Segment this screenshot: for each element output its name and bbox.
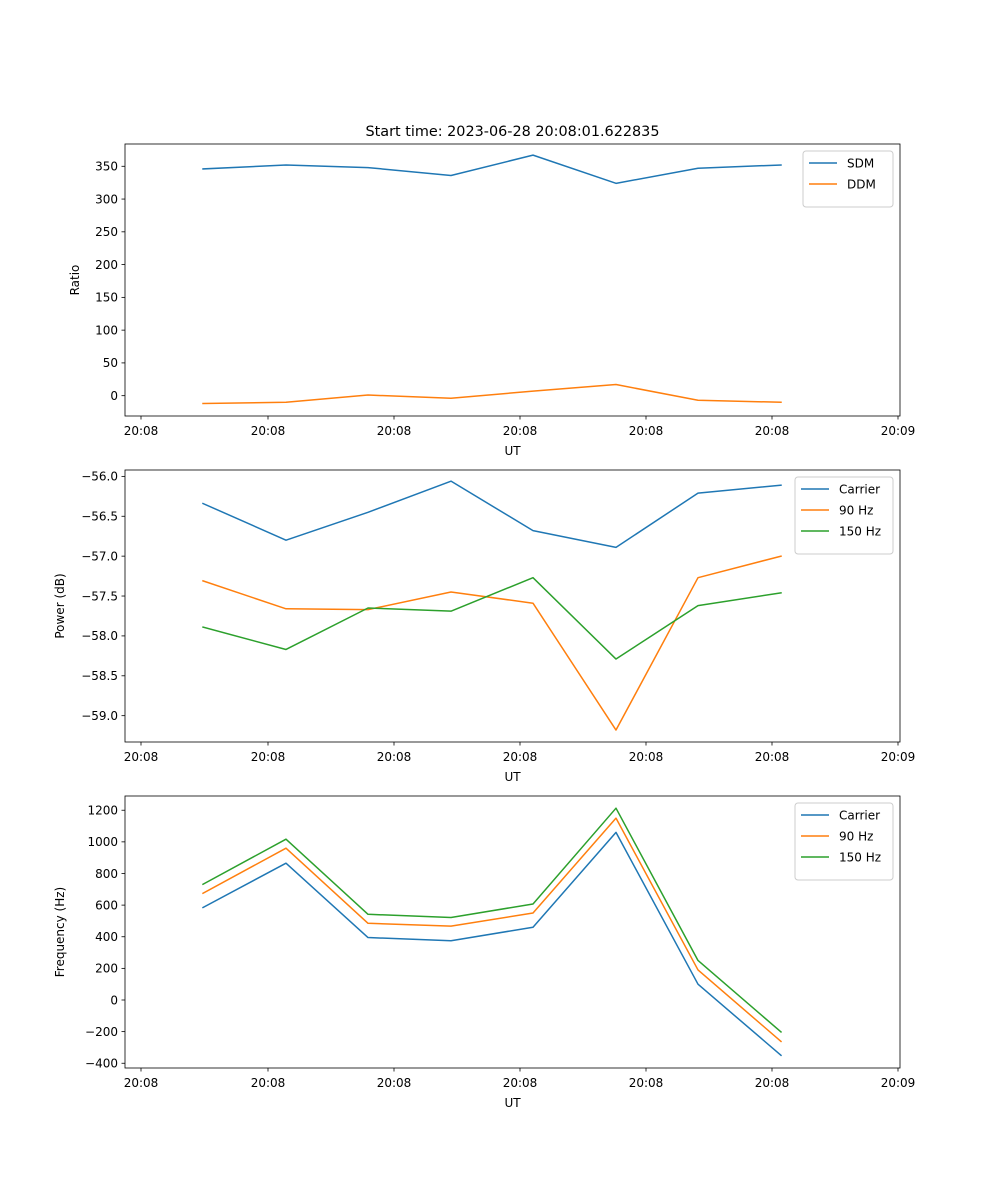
panels: 20:08 20:08 20:08 20:08 20:08 20:08 20:09 0 50 10… bbox=[53, 143, 916, 1110]
series-line-90-hz bbox=[202, 555, 782, 731]
x-tick-label: 20:08 bbox=[629, 750, 664, 764]
x-tick-label: 20:08 bbox=[755, 1076, 790, 1090]
series-line-ddm bbox=[202, 383, 782, 405]
axes-frame bbox=[124, 469, 901, 743]
legend-box bbox=[794, 802, 894, 881]
x-tick-label: 20:08 bbox=[755, 424, 790, 438]
x-tick-label: 20:08 bbox=[377, 1076, 412, 1090]
legend: Carrier 90 Hz 150 Hz bbox=[794, 476, 894, 555]
y-tick-label: 1000 bbox=[87, 835, 118, 849]
legend-box bbox=[802, 150, 894, 208]
x-tick-label: 20:08 bbox=[251, 1076, 286, 1090]
legend-label: SDM bbox=[847, 156, 874, 170]
x-tick-label: 20:09 bbox=[881, 424, 916, 438]
y-tick-label: 1200 bbox=[87, 804, 118, 818]
x-tick-label: 20:08 bbox=[755, 750, 790, 764]
chart-panel-2: 20:08 20:08 20:08 20:08 20:08 20:08 20:09 −59.0… bbox=[53, 469, 916, 784]
series-line-sdm bbox=[202, 154, 782, 185]
x-tick-label: 20:08 bbox=[251, 750, 286, 764]
y-tick-label: 150 bbox=[95, 291, 118, 305]
x-tick-label: 20:08 bbox=[124, 750, 159, 764]
legend-box bbox=[794, 476, 894, 555]
chart-panel-3: 20:08 20:08 20:08 20:08 20:08 20:08 20:09 −400 −… bbox=[53, 795, 916, 1110]
x-tick-label: 20:08 bbox=[503, 750, 538, 764]
y-axis-label: Power (dB) bbox=[53, 573, 67, 638]
x-tick-label: 20:08 bbox=[124, 424, 159, 438]
x-tick-label: 20:08 bbox=[629, 424, 664, 438]
y-tick-label: −200 bbox=[85, 1025, 118, 1039]
x-tick-label: 20:08 bbox=[629, 1076, 664, 1090]
x-tick-label: 20:08 bbox=[251, 424, 286, 438]
x-tick-label: 20:08 bbox=[503, 424, 538, 438]
legend-label: 150 Hz bbox=[839, 850, 881, 864]
legend-label: Carrier bbox=[839, 482, 880, 496]
legend: SDM DDM bbox=[802, 150, 894, 208]
legend-label: Carrier bbox=[839, 808, 880, 822]
series-line-90-hz bbox=[201, 817, 783, 1043]
series-line-150-hz bbox=[202, 576, 782, 660]
y-axis-label: Ratio bbox=[68, 265, 82, 296]
x-axis-label: UT bbox=[504, 444, 521, 458]
x-tick-label: 20:09 bbox=[881, 750, 916, 764]
y-tick-label: −58.0 bbox=[81, 629, 118, 643]
y-tick-label: 0 bbox=[110, 389, 118, 403]
x-axis-label: UT bbox=[504, 770, 521, 784]
y-tick-label: 250 bbox=[95, 225, 118, 239]
x-axis-label: UT bbox=[504, 1096, 521, 1110]
x-tick-label: 20:08 bbox=[503, 1076, 538, 1090]
y-tick-label: −56.0 bbox=[81, 470, 118, 484]
y-tick-label: 200 bbox=[95, 258, 118, 272]
series-line-carrier bbox=[202, 480, 782, 549]
legend-label: 90 Hz bbox=[839, 503, 873, 517]
series-line-carrier bbox=[201, 831, 783, 1057]
y-tick-label: 200 bbox=[95, 962, 118, 976]
x-tick-label: 20:08 bbox=[124, 1076, 159, 1090]
legend-label: 90 Hz bbox=[839, 829, 873, 843]
y-tick-label: 100 bbox=[95, 323, 118, 337]
y-tick-label: 800 bbox=[95, 867, 118, 881]
legend: Carrier 90 Hz 150 Hz bbox=[794, 802, 894, 881]
y-tick-label: 50 bbox=[103, 356, 118, 370]
y-tick-label: −57.0 bbox=[81, 549, 118, 563]
x-tick-label: 20:08 bbox=[377, 424, 412, 438]
y-tick-label: 600 bbox=[95, 898, 118, 912]
y-tick-label: 300 bbox=[95, 192, 118, 206]
y-tick-label: 400 bbox=[95, 930, 118, 944]
x-tick-label: 20:08 bbox=[377, 750, 412, 764]
axes-frame bbox=[124, 795, 901, 1069]
y-tick-label: 350 bbox=[95, 160, 118, 174]
legend-label: DDM bbox=[847, 177, 876, 191]
y-tick-label: −400 bbox=[85, 1057, 118, 1071]
series-line-150-hz bbox=[201, 807, 783, 1033]
y-tick-label: −59.0 bbox=[81, 709, 118, 723]
chart-title: Start time: 2023-06-28 20:08:01.622835 bbox=[365, 124, 659, 140]
y-tick-label: −57.5 bbox=[81, 589, 118, 603]
y-tick-label: 0 bbox=[110, 993, 118, 1007]
y-tick-label: −56.5 bbox=[81, 510, 118, 524]
y-axis-label: Frequency (Hz) bbox=[53, 887, 67, 978]
chart-panel-1: 20:08 20:08 20:08 20:08 20:08 20:08 20:09 0 50 10… bbox=[68, 143, 916, 458]
y-tick-label: −58.5 bbox=[81, 669, 118, 683]
axes-frame bbox=[124, 143, 901, 417]
legend-label: 150 Hz bbox=[839, 524, 881, 538]
x-tick-label: 20:09 bbox=[881, 1076, 916, 1090]
